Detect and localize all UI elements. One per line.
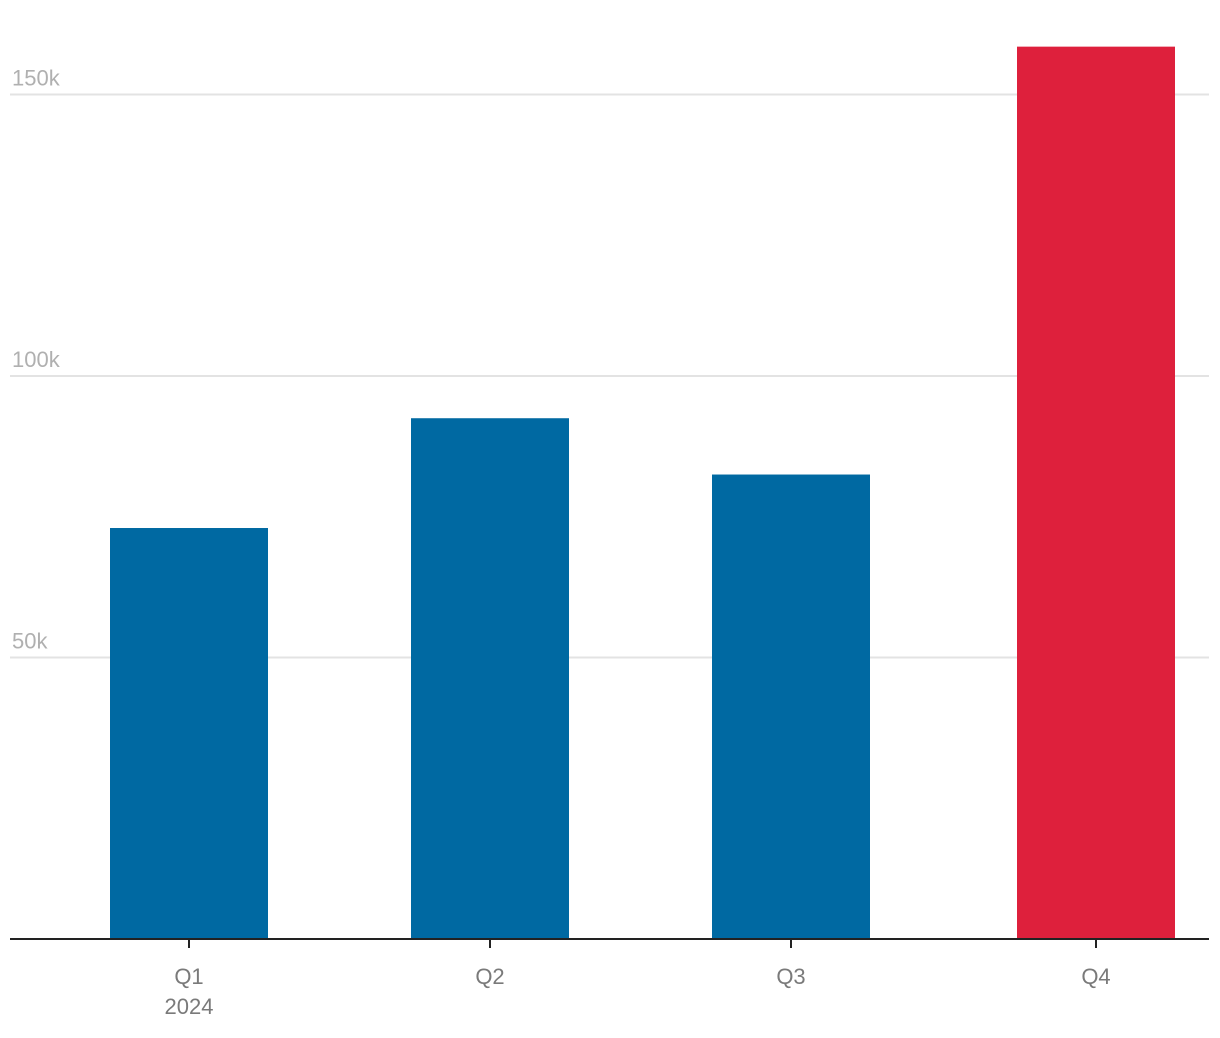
y-tick-label-100k: 100k (12, 347, 61, 372)
bar-q3 (712, 474, 870, 939)
x-axis: Q1 2024 Q2 Q3 Q4 (10, 938, 1209, 1019)
x-tick-label-q2: Q2 (475, 964, 504, 989)
bar-q4 (1017, 46, 1175, 939)
x-tick-label-q4: Q4 (1081, 964, 1110, 989)
bar-q2 (411, 418, 569, 940)
x-tick-label-q1: Q1 (174, 964, 203, 989)
y-tick-label-150k: 150k (12, 66, 61, 91)
x-tick-label-q3: Q3 (776, 964, 805, 989)
y-axis-labels: 50k 100k 150k (12, 66, 61, 654)
y-tick-label-50k: 50k (12, 629, 48, 654)
x-tick-sublabel-q1: 2024 (165, 994, 214, 1019)
bars (110, 46, 1175, 940)
bar-q1 (110, 528, 268, 939)
